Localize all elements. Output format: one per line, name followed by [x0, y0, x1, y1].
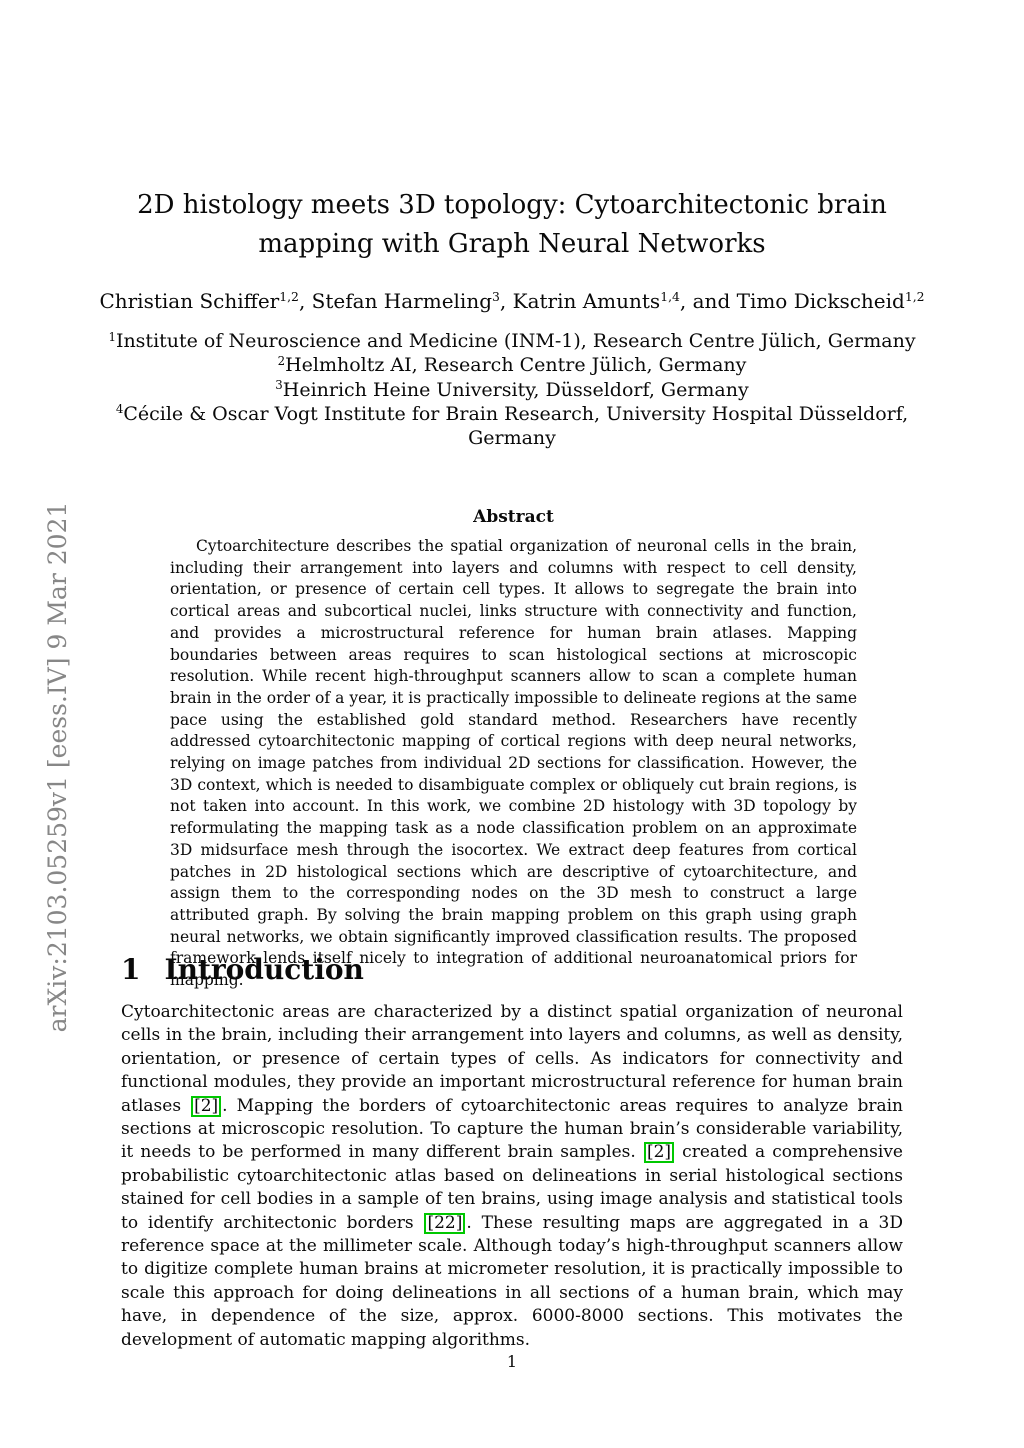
affiliation-line: Germany	[468, 427, 556, 450]
abstract-heading: Abstract	[473, 507, 554, 527]
abstract-text: Cytoarchitecture describes the spatial o…	[170, 537, 857, 990]
title-line: mapping with Graph Neural Networks	[258, 229, 766, 259]
author-name: , Katrin Amunts	[499, 289, 661, 313]
author-name: , Stefan Harmeling	[298, 289, 493, 313]
arxiv-stamp: arXiv:2103.05259v1 [eess.IV] 9 Mar 2021	[43, 501, 72, 1033]
author-line: Christian Schiffer1,2, Stefan Harmeling3…	[0, 288, 1024, 315]
author-name: Christian Schiffer	[99, 289, 280, 313]
intro-paragraph: Cytoarchitectonic areas are characterize…	[121, 1002, 903, 1350]
author-affiliation-marker: 1,2	[279, 289, 299, 305]
affiliation-line: 4Cécile & Oscar Vogt Institute for Brain…	[115, 402, 909, 425]
author-affiliation-marker: 1,4	[660, 289, 680, 305]
author-affiliation-marker: 3	[492, 289, 500, 305]
affiliations: 1Institute of Neuroscience and Medicine …	[0, 329, 1024, 450]
paper-title: 2D histology meets 3D topology: Cytoarch…	[0, 186, 1024, 264]
citation-link[interactable]: [2]	[191, 1095, 222, 1117]
affiliation-line: 2Helmholtz AI, Research Centre Jülich, G…	[277, 353, 747, 377]
affiliation-line: 1Institute of Neuroscience and Medicine …	[108, 329, 916, 352]
citation-link[interactable]: [2]	[643, 1142, 675, 1164]
affiliation-marker: 4	[115, 402, 124, 417]
affiliation-marker: 3	[275, 378, 283, 393]
affiliation-marker: 2	[277, 353, 286, 368]
title-line: 2D histology meets 3D topology: Cytoarch…	[137, 190, 887, 220]
section-number: 1	[121, 953, 141, 986]
page-number: 1	[506, 1352, 518, 1371]
section-heading-introduction: 1 Introduction	[121, 953, 903, 987]
section-title: Introduction	[164, 953, 364, 986]
author-name: , and Timo Dickscheid	[679, 289, 905, 313]
affiliation-marker: 1	[108, 329, 116, 344]
citation-link[interactable]: [22]	[424, 1212, 466, 1234]
affiliation-line: 3Heinrich Heine University, Düsseldorf, …	[275, 378, 749, 401]
author-affiliation-marker: 1,2	[904, 289, 925, 305]
